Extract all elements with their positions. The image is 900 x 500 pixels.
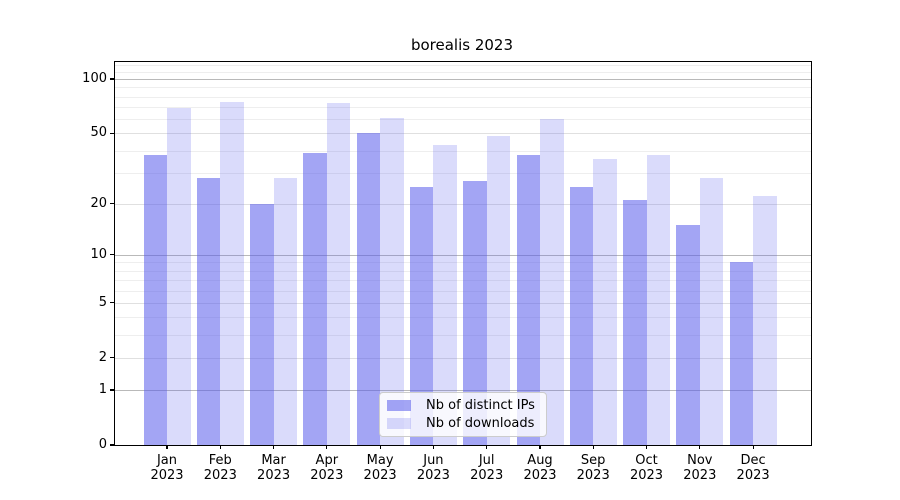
bar-jun-downloads — [433, 144, 457, 445]
gridline-20 — [115, 203, 811, 205]
x-tick-label: Apr 2023 — [310, 453, 344, 483]
x-tick-mark — [645, 445, 648, 449]
x-tick-label: Jan 2023 — [150, 453, 184, 483]
gridline-minor — [115, 107, 811, 108]
x-tick-mark — [432, 445, 434, 449]
gridline-minor — [115, 317, 811, 319]
bar-aug-distinct-ips — [516, 154, 540, 445]
y-tick-mark — [110, 444, 115, 446]
y-tick-mark — [110, 357, 115, 359]
gridline-50 — [115, 133, 811, 135]
bar-aug-downloads — [540, 119, 564, 445]
gridline-5 — [115, 302, 811, 304]
x-tick-mark — [539, 445, 541, 449]
bar-jan-downloads — [167, 108, 191, 445]
gridline-minor — [115, 262, 811, 264]
y-tick-label: 0 — [98, 437, 107, 452]
y-tick-mark — [110, 78, 115, 80]
y-tick-label: 20 — [90, 195, 107, 211]
gridline-minor — [115, 71, 811, 73]
bar-dec-downloads — [753, 196, 777, 445]
bar-mar-downloads — [273, 178, 298, 445]
y-tick-mark — [110, 254, 115, 256]
gridline-minor — [115, 96, 811, 98]
bar-jun-distinct-ips — [409, 186, 434, 445]
gridline-minor — [115, 172, 811, 174]
gridline-minor — [115, 290, 811, 292]
gridline-minor — [115, 119, 811, 120]
bar-nov-downloads — [699, 178, 724, 445]
bar-sep-distinct-ips — [569, 186, 594, 445]
bar-feb-downloads — [220, 101, 244, 445]
bar-sep-downloads — [593, 158, 617, 445]
y-tick-label: 50 — [90, 125, 107, 141]
legend-entry-downloads: Nb of downloads — [387, 416, 546, 431]
gridline-minor — [115, 64, 811, 66]
x-tick-mark — [486, 445, 488, 449]
bar-oct-downloads — [646, 154, 670, 445]
bar-mar-distinct-ips — [250, 203, 274, 445]
legend-label-downloads: Nb of downloads — [426, 416, 535, 431]
bar-may-downloads — [380, 117, 404, 445]
x-tick-label: Jun 2023 — [416, 453, 450, 483]
y-tick-label: 2 — [98, 349, 107, 365]
x-tick-mark — [379, 445, 381, 449]
gridline-minor — [115, 335, 811, 337]
gridline-minor — [115, 150, 811, 152]
gridline-minor — [115, 270, 811, 272]
bar-jul-downloads — [486, 136, 511, 445]
y-tick-label: 1 — [98, 382, 107, 397]
plot-area: Nb of distinct IPs Nb of downloads 0 1 2 5 1… — [82, 61, 812, 483]
x-tick-mark — [326, 445, 328, 449]
x-tick-label: May 2023 — [363, 453, 397, 483]
x-tick-label: Mar 2023 — [257, 453, 291, 483]
x-tick-mark — [219, 445, 221, 449]
gridline-1 — [115, 390, 811, 391]
bar-oct-distinct-ips — [623, 199, 647, 445]
y-tick-mark — [110, 132, 115, 134]
x-tick-mark — [752, 445, 754, 449]
y-tick-label: 10 — [90, 246, 107, 262]
chart-title: borealis 2023 — [410, 36, 514, 54]
legend-swatch-downloads — [387, 418, 411, 429]
legend-entry-distinct-ips: Nb of distinct IPs — [387, 398, 546, 413]
y-tick-mark — [110, 302, 115, 304]
y-tick-label: 100 — [82, 71, 107, 86]
x-tick-label: Feb 2023 — [203, 453, 237, 483]
bar-dec-distinct-ips — [729, 262, 754, 445]
legend-box: Nb of distinct IPs Nb of downloads — [379, 392, 547, 437]
x-tick-mark — [166, 445, 168, 449]
x-tick-mark — [699, 445, 701, 449]
bar-jan-distinct-ips — [143, 154, 167, 445]
x-tick-label: Dec 2023 — [736, 453, 770, 483]
x-tick-label: Jul 2023 — [470, 453, 504, 483]
gridline-100 — [115, 79, 811, 80]
bar-may-distinct-ips — [356, 133, 381, 445]
bar-nov-distinct-ips — [676, 225, 700, 445]
gridline-minor — [115, 87, 811, 89]
y-tick-mark — [110, 389, 115, 391]
gridline-10 — [115, 254, 811, 256]
x-tick-label: Sep 2023 — [576, 453, 610, 483]
x-tick-label: Nov 2023 — [683, 453, 717, 483]
bar-jul-distinct-ips — [463, 180, 487, 445]
legend-label-distinct-ips: Nb of distinct IPs — [426, 398, 535, 413]
gridline-minor — [115, 280, 811, 282]
gridline-2 — [115, 357, 811, 359]
y-tick-mark — [110, 203, 115, 205]
x-tick-label: Oct 2023 — [629, 453, 664, 483]
y-tick-label: 5 — [98, 294, 107, 310]
bar-apr-distinct-ips — [303, 152, 327, 445]
x-tick-mark — [273, 445, 275, 449]
x-tick-mark — [592, 445, 594, 449]
x-tick-label: Aug 2023 — [523, 453, 557, 483]
bar-feb-distinct-ips — [196, 178, 221, 445]
bar-apr-downloads — [326, 102, 351, 445]
legend-swatch-distinct-ips — [387, 400, 411, 411]
